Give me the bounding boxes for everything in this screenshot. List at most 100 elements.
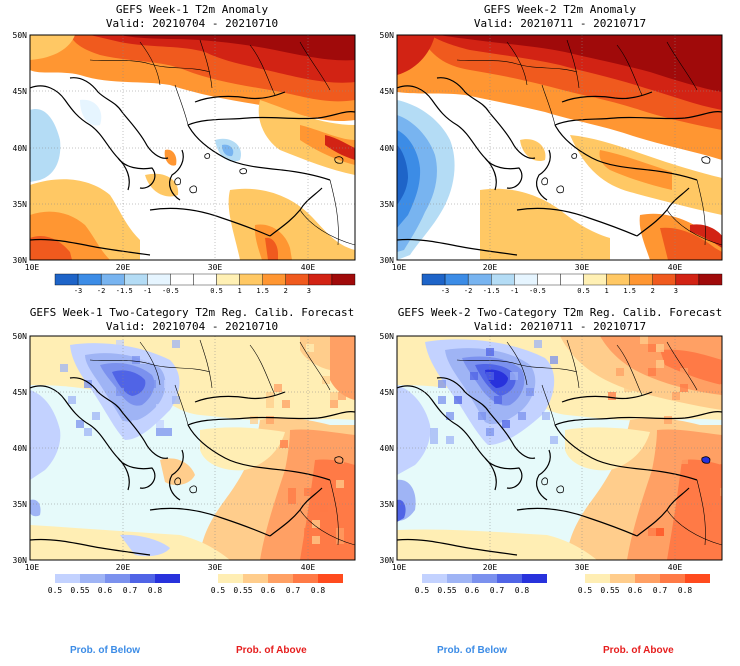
colorbar-tick-label: 0.7 bbox=[123, 586, 138, 595]
colorbar-tick-label: 3 bbox=[674, 287, 678, 295]
colorbar-tick-label: 0.55 bbox=[600, 586, 619, 595]
colorbar-tick-label: 0.8 bbox=[148, 586, 163, 595]
colorbar-tick-label: 0.6 bbox=[261, 586, 276, 595]
lat-label: 30N bbox=[380, 556, 395, 565]
colorbar-swatch bbox=[331, 273, 356, 286]
colorbar-tick-label: 0.8 bbox=[678, 586, 693, 595]
colorbar-swatch bbox=[472, 574, 497, 583]
panel-valid-dates: Valid: 20210704 - 20210710 bbox=[106, 17, 278, 30]
probability-field bbox=[30, 336, 355, 560]
pixel-cell bbox=[156, 404, 164, 412]
colorbar-swatch bbox=[285, 273, 310, 286]
colorbar-swatch bbox=[491, 273, 515, 286]
pixel-cell bbox=[648, 368, 656, 376]
lat-label: 45N bbox=[13, 388, 28, 397]
probability-field bbox=[397, 336, 722, 560]
pixel-cell bbox=[288, 488, 296, 496]
pixel-cell bbox=[164, 380, 172, 388]
legend-below-label: Prob. of Below bbox=[70, 645, 140, 656]
pixel-cell bbox=[704, 504, 712, 512]
panel-week1-probability: GEFS Week-1 Two-Category T2m Reg. Calib.… bbox=[13, 306, 356, 595]
pixel-cell bbox=[266, 392, 274, 400]
lat-labels: 50N 45N 40N 35N 30N bbox=[13, 332, 28, 565]
colorbar-tick-label: 1.5 bbox=[623, 287, 636, 295]
panel-title: GEFS Week-1 Two-Category T2m Reg. Calib.… bbox=[30, 306, 355, 319]
lat-label: 40N bbox=[13, 144, 28, 153]
pixel-cell bbox=[322, 376, 330, 384]
colorbar-tick-label: 0.7 bbox=[490, 586, 505, 595]
colorbar-tick-label: 0.5 bbox=[210, 287, 223, 295]
anomaly-field bbox=[397, 35, 722, 260]
pixel-cell bbox=[84, 380, 92, 388]
colorbar-tick-label: -3 bbox=[441, 287, 449, 295]
colorbar-swatch bbox=[170, 273, 194, 286]
colorbar-tick-label: 2 bbox=[651, 287, 655, 295]
colorbar-swatch bbox=[635, 574, 660, 583]
lon-label: 20E bbox=[116, 563, 131, 572]
colorbar-swatch bbox=[155, 574, 180, 583]
pixel-cell bbox=[312, 520, 320, 528]
pixel-cell bbox=[266, 416, 274, 424]
colorbar-swatch bbox=[444, 273, 469, 286]
colorbar-swatch bbox=[421, 273, 446, 286]
pixel-cell bbox=[664, 472, 672, 480]
pixel-cell bbox=[438, 380, 446, 388]
pixel-cell bbox=[680, 456, 688, 464]
colorbar-swatch bbox=[318, 574, 343, 583]
pixel-cell bbox=[680, 384, 688, 392]
legend-above-label: Prob. of Above bbox=[236, 645, 307, 656]
colorbar-swatch bbox=[262, 273, 286, 286]
lat-labels: 50N 45N 40N 35N 30N bbox=[380, 332, 395, 565]
pixel-cell bbox=[720, 384, 722, 392]
lat-label: 45N bbox=[380, 388, 395, 397]
colorbar-swatch bbox=[130, 574, 155, 583]
colorbar-tick-label: 0.5 bbox=[578, 586, 593, 595]
pixel-cell bbox=[478, 412, 486, 420]
panel-title: GEFS Week-2 Two-Category T2m Reg. Calib.… bbox=[398, 306, 723, 319]
lat-label: 35N bbox=[380, 200, 395, 209]
lat-labels: 50N 45N 40N 35N 30N bbox=[13, 31, 28, 265]
map-frame bbox=[29, 335, 356, 561]
pixel-cell bbox=[430, 428, 438, 436]
pixel-cell bbox=[132, 420, 140, 428]
pixel-cell bbox=[608, 392, 616, 400]
pixel-cell bbox=[312, 536, 320, 544]
panel-valid-dates: Valid: 20210711 - 20210717 bbox=[474, 17, 646, 30]
anomaly-colorbar: -3 -2 -1.5 -1 -0.5 0.5 1 1.5 2 3 bbox=[54, 273, 356, 295]
lat-label: 30N bbox=[380, 256, 395, 265]
colorbar-swatch bbox=[583, 273, 607, 286]
pixel-cell bbox=[336, 456, 344, 464]
lat-label: 40N bbox=[380, 444, 395, 453]
lat-label: 40N bbox=[13, 444, 28, 453]
prob-below-colorbar: 0.5 0.55 0.6 0.7 0.8 bbox=[48, 574, 180, 595]
colorbar-swatch bbox=[308, 273, 333, 286]
legend-above-label: Prob. of Above bbox=[603, 645, 674, 656]
colorbar-swatch bbox=[54, 273, 79, 286]
pixel-cell bbox=[680, 368, 688, 376]
pixel-cell bbox=[550, 436, 558, 444]
colorbar-tick-label: 2 bbox=[284, 287, 288, 295]
pixel-cell bbox=[454, 396, 462, 404]
colorbar-swatch bbox=[467, 273, 492, 286]
lon-labels: 10E 20E 30E 40E bbox=[392, 563, 683, 572]
anomaly-colorbar: -3 -2 -1.5 -1 -0.5 0.5 1 1.5 2 3 bbox=[421, 273, 723, 295]
lon-label: 20E bbox=[483, 563, 498, 572]
colorbar-swatch bbox=[606, 273, 630, 286]
pixel-cell bbox=[306, 344, 314, 352]
pixel-cell bbox=[430, 436, 438, 444]
pixel-cell bbox=[656, 360, 664, 368]
colorbar-tick-label: 1 bbox=[238, 287, 242, 295]
colorbar-swatch bbox=[243, 574, 268, 583]
pixel-cell bbox=[446, 436, 454, 444]
colorbar-tick-label: -0.5 bbox=[529, 287, 546, 295]
pixel-cell bbox=[320, 504, 328, 512]
map-frame bbox=[396, 34, 723, 261]
lon-label: 40E bbox=[668, 263, 683, 272]
colorbar-swatch bbox=[514, 273, 538, 286]
pixel-cell bbox=[648, 344, 656, 352]
colorbar-tick-label: 0.7 bbox=[653, 586, 668, 595]
lon-label: 30E bbox=[575, 563, 590, 572]
colorbar-tick-label: 0.55 bbox=[233, 586, 252, 595]
colorbar-tick-label: -1.5 bbox=[116, 287, 133, 295]
colorbar-swatch bbox=[105, 574, 130, 583]
